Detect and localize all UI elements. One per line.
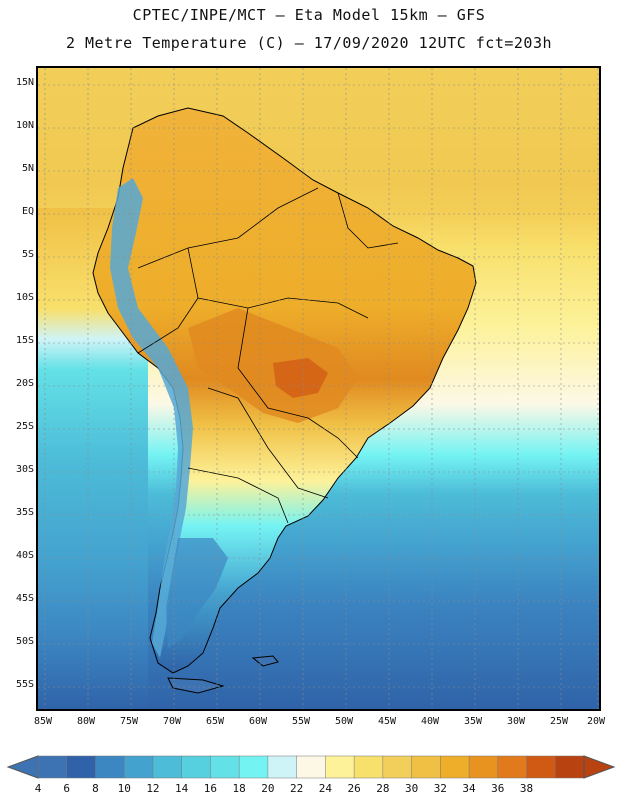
- lon-label: 55W: [291, 716, 311, 727]
- colorbar-level-label: 16: [203, 782, 218, 795]
- lat-label: 35S: [15, 507, 34, 518]
- colorbar-swatch: [37, 755, 68, 779]
- lon-label: 85W: [33, 716, 53, 727]
- lat-label: EQ: [21, 206, 34, 217]
- lon-label: 75W: [119, 716, 139, 727]
- colorbar-swatch: [325, 755, 355, 779]
- map-title-line2: 2 Metre Temperature (C) – 17/09/2020 12U…: [65, 34, 553, 52]
- country-borders: [137, 187, 399, 524]
- lat-label: 55S: [15, 679, 34, 690]
- patagonia-cold-region: [166, 538, 228, 648]
- colorbar-level-label: 14: [175, 782, 189, 795]
- lon-label: 20W: [586, 716, 606, 727]
- colorbar-level-label: 26: [347, 782, 361, 795]
- falkland-islands: [251, 655, 279, 667]
- colorbar-swatch: [440, 755, 470, 779]
- colorbar-swatch: [181, 755, 212, 779]
- lat-label: 10N: [15, 120, 34, 131]
- temperature-map: [38, 68, 599, 709]
- map-title-line1: CPTEC/INPE/MCT – Eta Model 15km – GFS: [132, 6, 486, 24]
- lat-label: 30S: [15, 464, 34, 475]
- colorbar-level-label: 8: [92, 782, 99, 795]
- lon-label: 35W: [463, 716, 483, 727]
- graticule: [38, 68, 599, 709]
- colorbar-swatch: [152, 755, 183, 779]
- lon-label: 40W: [420, 716, 440, 727]
- lon-label: 45W: [377, 716, 397, 727]
- colorbar-level-label: 20: [261, 782, 275, 795]
- lon-label: 50W: [334, 716, 354, 727]
- colorbar-level-label: 12: [146, 782, 160, 795]
- colorbar-level-label: 4: [34, 782, 42, 795]
- colorbar-swatch: [353, 755, 384, 779]
- colorbar-level-label: 18: [232, 782, 246, 795]
- lat-label: 15S: [15, 335, 34, 346]
- colorbar-high-arrow: [583, 755, 616, 779]
- colorbar-swatch: [123, 755, 154, 779]
- lat-label: 40S: [15, 550, 34, 561]
- colorbar-swatch: [267, 755, 298, 779]
- colorbar-level-label: 10: [117, 782, 131, 795]
- colorbar-swatch: [468, 755, 499, 779]
- temperature-colorbar: [6, 755, 616, 779]
- colorbar-swatch: [296, 755, 327, 779]
- colorbar-level-label: 6: [63, 782, 71, 795]
- colorbar-swatch: [238, 755, 269, 779]
- lon-label: 25W: [549, 716, 569, 727]
- lat-label: 50S: [15, 636, 34, 647]
- colorbar-swatch: [411, 755, 442, 779]
- lon-label: 80W: [76, 716, 96, 727]
- lat-label: 10S: [15, 292, 34, 303]
- tierra-del-fuego: [167, 677, 225, 694]
- colorbar-level-label: 30: [404, 782, 419, 795]
- colorbar-level-label: 24: [318, 782, 332, 795]
- colorbar-level-label: 32: [433, 782, 447, 795]
- lat-label: 25S: [15, 421, 34, 432]
- colorbar-level-label: 36: [491, 782, 505, 795]
- colorbar-swatch: [555, 755, 585, 779]
- colorbar-swatch: [382, 755, 413, 779]
- lon-label: 30W: [506, 716, 526, 727]
- colorbar-swatch: [526, 755, 557, 779]
- lat-label: 20S: [15, 378, 34, 389]
- colorbar-level-label: 34: [462, 782, 476, 795]
- colorbar-swatch: [66, 755, 97, 779]
- colorbar-swatch: [95, 755, 125, 779]
- lon-label: 65W: [205, 716, 225, 727]
- colorbar-low-arrow: [6, 755, 39, 779]
- lat-label: 45S: [15, 593, 34, 604]
- colorbar-level-label: 22: [290, 782, 304, 795]
- colorbar-swatch: [210, 755, 240, 779]
- colorbar-level-label: 28: [376, 782, 390, 795]
- map-panel: [36, 66, 601, 711]
- colorbar-swatch: [497, 755, 528, 779]
- lat-label: 5N: [21, 163, 34, 174]
- hottest-core: [273, 358, 328, 398]
- colorbar-level-label: 38: [519, 782, 534, 795]
- lat-label: 5S: [21, 249, 34, 260]
- lon-label: 60W: [248, 716, 268, 727]
- lat-label: 15N: [15, 77, 34, 88]
- hot-interior-region: [188, 308, 358, 423]
- lon-label: 70W: [162, 716, 182, 727]
